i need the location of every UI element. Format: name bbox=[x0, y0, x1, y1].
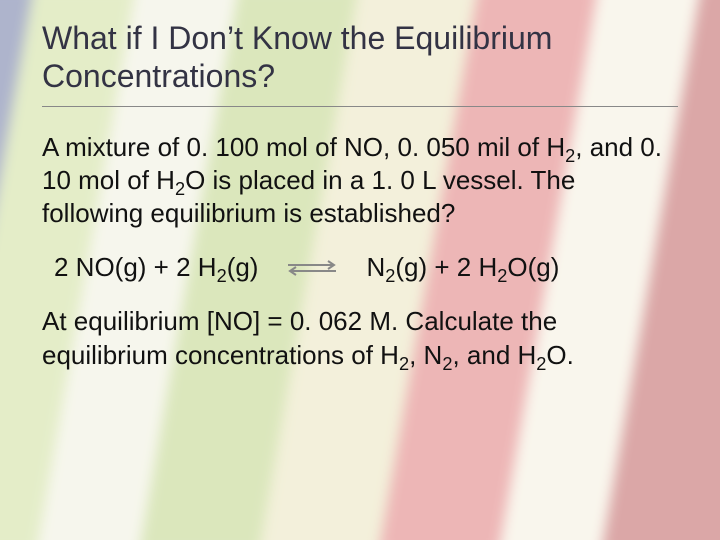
title-rule bbox=[42, 106, 678, 107]
equation-row: 2 NO(g) + 2 H2(g) N2(g) + 2 H2O(g) bbox=[54, 252, 678, 283]
paragraph-1: A mixture of 0. 100 mol of NO, 0. 050 mi… bbox=[42, 131, 678, 231]
paragraph-2: At equilibrium [NO] = 0. 062 M. Calculat… bbox=[42, 305, 678, 372]
equation-left: 2 NO(g) + 2 H2(g) bbox=[54, 252, 258, 283]
slide-content: What if I Don’t Know the Equilibrium Con… bbox=[0, 0, 720, 540]
equilibrium-arrow-icon bbox=[284, 258, 340, 278]
slide-title: What if I Don’t Know the Equilibrium Con… bbox=[42, 20, 678, 96]
equation-right: N2(g) + 2 H2O(g) bbox=[366, 252, 559, 283]
